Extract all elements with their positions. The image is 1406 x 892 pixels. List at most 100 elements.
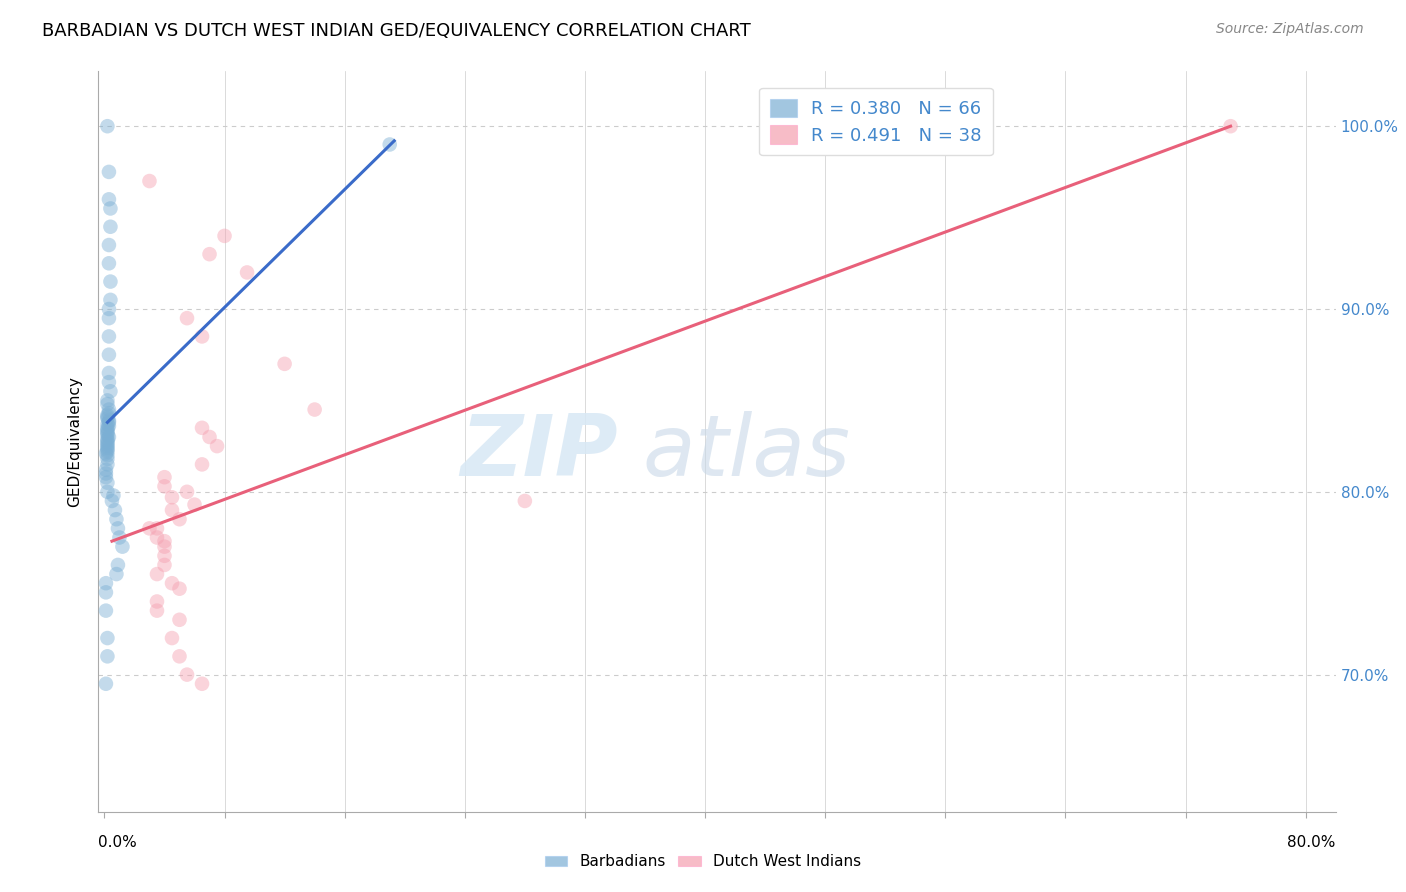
Point [160, 631, 183, 645]
Point [146, 604, 169, 618]
Point [94, 585, 117, 599]
Point [97, 238, 120, 252]
Point [97, 413, 120, 427]
Point [104, 503, 127, 517]
Point [153, 558, 176, 572]
Y-axis label: GED/Equivalency: GED/Equivalency [67, 376, 83, 507]
Point [97, 165, 120, 179]
Point [100, 275, 122, 289]
Point [94, 463, 117, 477]
Point [101, 494, 124, 508]
Point [97, 406, 120, 420]
Point [96, 423, 118, 437]
Point [273, 357, 295, 371]
Text: atlas: atlas [643, 411, 851, 494]
Point [96, 484, 118, 499]
Point [96, 442, 118, 457]
Point [105, 567, 128, 582]
Point [191, 458, 214, 472]
Point [96, 428, 118, 442]
Point [96, 393, 118, 408]
Point [153, 549, 176, 563]
Point [96, 631, 118, 645]
Point [97, 402, 120, 417]
Point [304, 402, 326, 417]
Point [176, 667, 198, 681]
Point [107, 521, 129, 535]
Point [153, 479, 176, 493]
Point [176, 484, 198, 499]
Point [108, 531, 131, 545]
Point [96, 451, 118, 466]
Point [176, 311, 198, 326]
Point [160, 576, 183, 591]
Point [107, 558, 129, 572]
Point [94, 470, 117, 484]
Point [97, 301, 120, 316]
Point [96, 448, 118, 462]
Point [96, 434, 118, 448]
Point [96, 444, 118, 458]
Legend: R = 0.380   N = 66, R = 0.491   N = 38: R = 0.380 N = 66, R = 0.491 N = 38 [759, 87, 993, 155]
Point [96, 435, 118, 450]
Point [96, 439, 118, 453]
Point [96, 437, 118, 451]
Point [96, 475, 118, 490]
Point [198, 247, 221, 261]
Point [1219, 119, 1241, 133]
Point [191, 677, 214, 691]
Point [97, 366, 120, 380]
Point [146, 521, 169, 535]
Point [96, 421, 118, 435]
Text: ZIP: ZIP [460, 411, 619, 494]
Point [94, 446, 117, 460]
Point [183, 498, 205, 512]
Point [138, 521, 160, 535]
Legend: Barbadians, Dutch West Indians: Barbadians, Dutch West Indians [538, 848, 868, 875]
Point [191, 421, 214, 435]
Point [96, 408, 118, 422]
Point [214, 228, 236, 243]
Text: 80.0%: 80.0% [1288, 836, 1336, 850]
Point [146, 594, 169, 608]
Text: 0.0%: 0.0% [98, 836, 138, 850]
Point [100, 219, 122, 234]
Point [94, 576, 117, 591]
Point [169, 613, 191, 627]
Point [96, 441, 118, 455]
Point [96, 397, 118, 411]
Point [169, 582, 191, 596]
Point [96, 411, 118, 425]
Point [94, 467, 117, 481]
Point [100, 202, 122, 216]
Point [96, 649, 118, 664]
Point [513, 494, 536, 508]
Point [96, 432, 118, 446]
Point [198, 430, 221, 444]
Point [100, 293, 122, 307]
Point [160, 491, 183, 505]
Point [169, 649, 191, 664]
Point [96, 458, 118, 472]
Point [236, 265, 259, 279]
Point [97, 329, 120, 343]
Point [169, 512, 191, 526]
Point [97, 256, 120, 270]
Point [103, 488, 125, 502]
Point [96, 119, 118, 133]
Point [97, 430, 120, 444]
Point [97, 419, 120, 434]
Point [96, 417, 118, 432]
Text: Source: ZipAtlas.com: Source: ZipAtlas.com [1216, 22, 1364, 37]
Point [378, 137, 401, 152]
Point [146, 531, 169, 545]
Point [111, 540, 134, 554]
Text: BARBADIAN VS DUTCH WEST INDIAN GED/EQUIVALENCY CORRELATION CHART: BARBADIAN VS DUTCH WEST INDIAN GED/EQUIV… [42, 22, 751, 40]
Point [191, 329, 214, 343]
Point [96, 409, 118, 424]
Point [160, 503, 183, 517]
Point [97, 311, 120, 326]
Point [100, 384, 122, 399]
Point [94, 604, 117, 618]
Point [138, 174, 160, 188]
